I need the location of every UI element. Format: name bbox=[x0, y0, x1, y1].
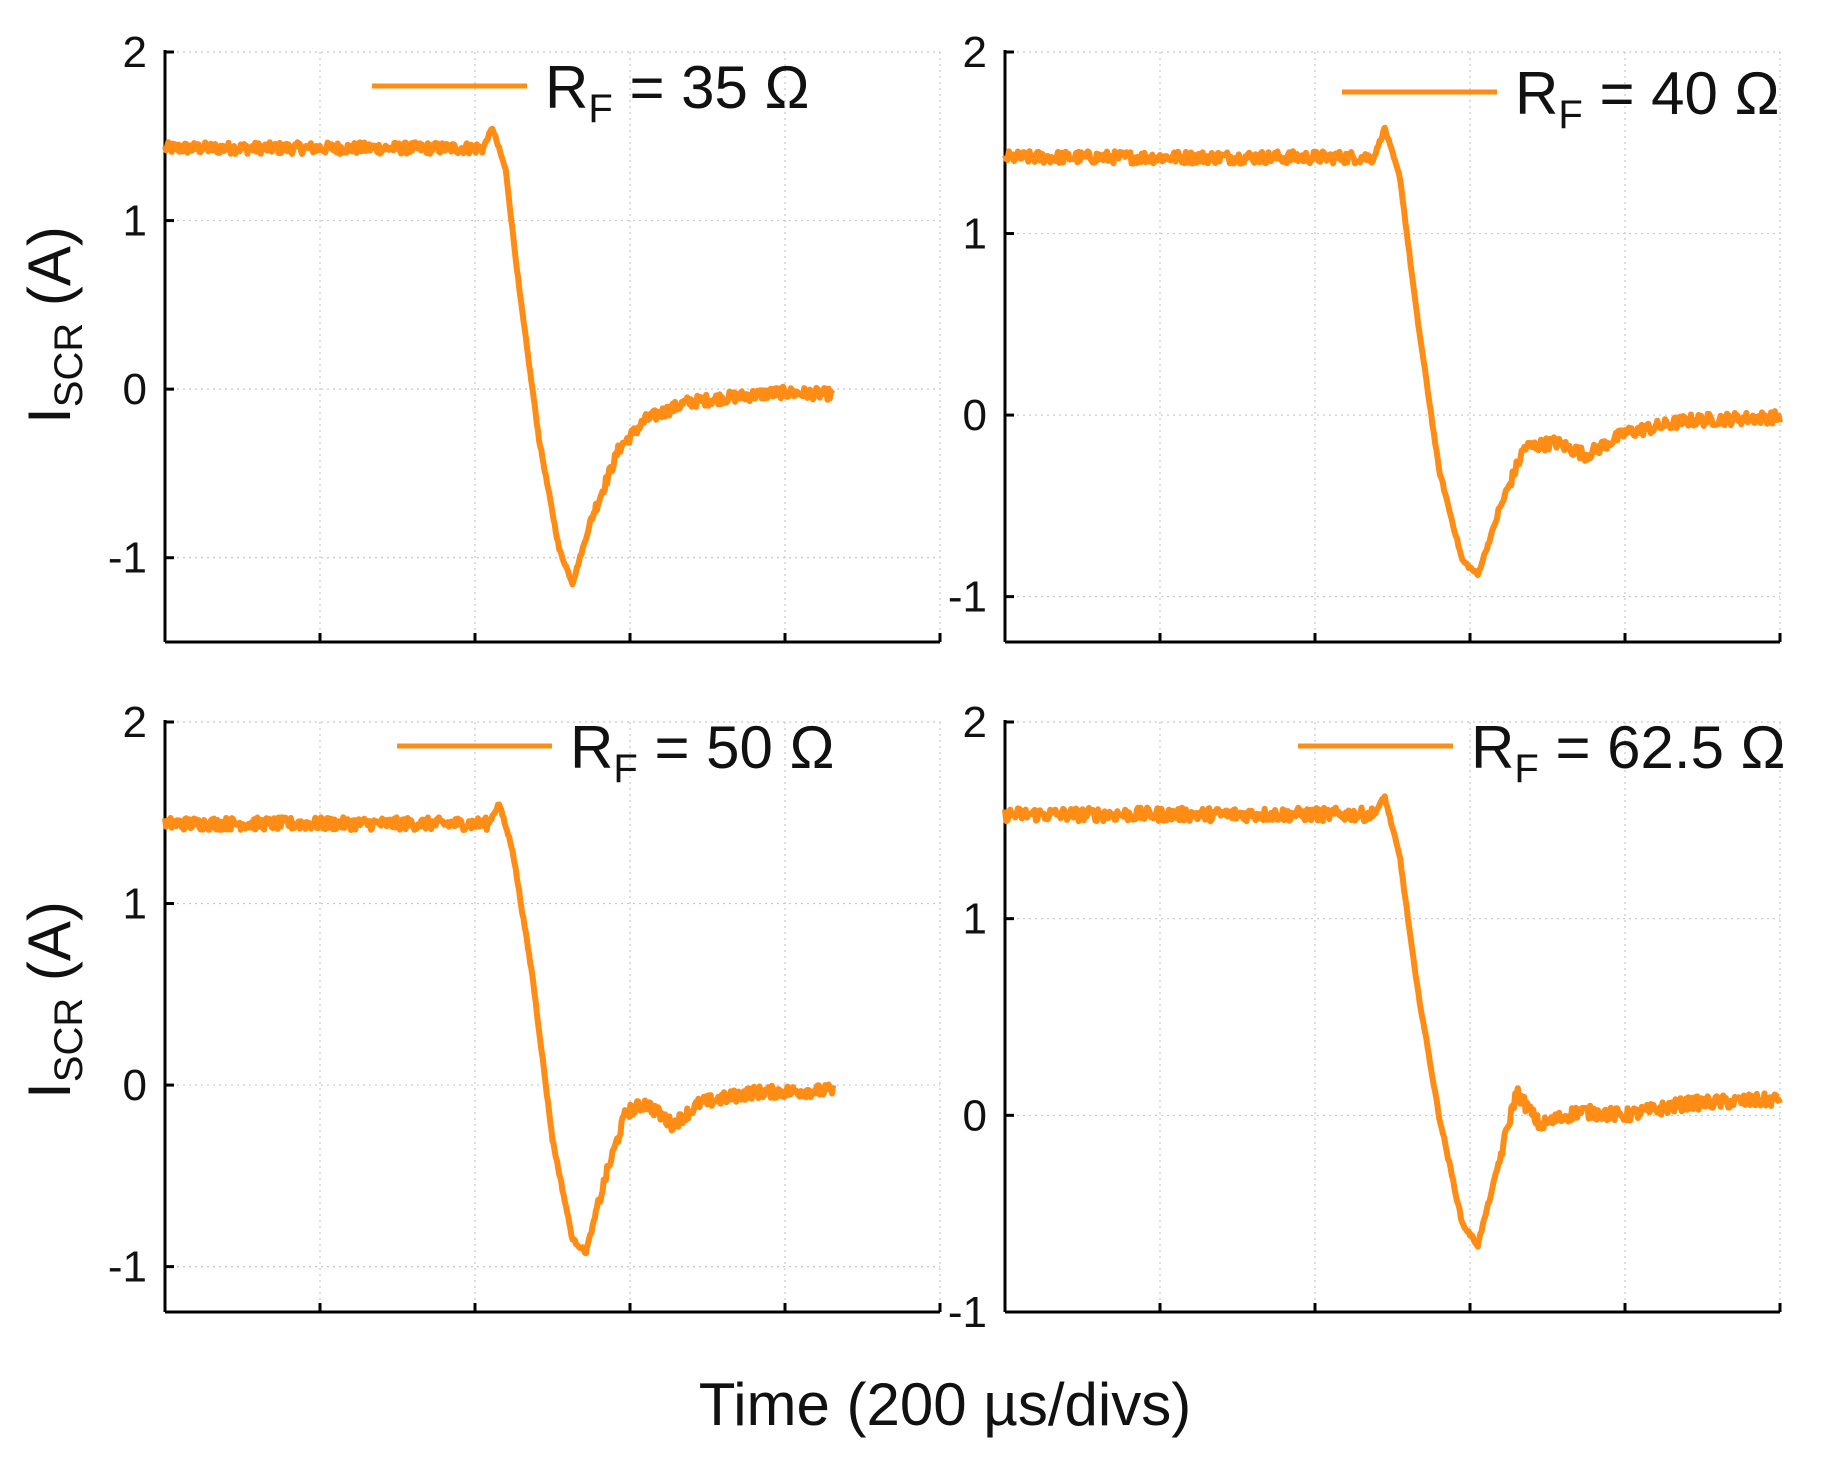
y-tick-label: 2 bbox=[963, 28, 987, 77]
y-tick-label: 0 bbox=[963, 391, 987, 440]
panel-2: -1 0 1 2 RF = 40 Ω bbox=[948, 28, 1783, 644]
legend: RF = 40 Ω bbox=[1342, 60, 1779, 137]
panel-3: -1 0 1 2 RF = 50 Ω bbox=[108, 698, 942, 1314]
legend-label: RF = 62.5 Ω bbox=[1471, 714, 1785, 791]
y-tick-label: 0 bbox=[963, 1091, 987, 1140]
y-tick-label: 1 bbox=[123, 197, 147, 246]
y-tick-label: 1 bbox=[963, 210, 987, 259]
trace-line bbox=[162, 125, 836, 588]
trace-line bbox=[1002, 124, 1783, 579]
panel-1: -1 0 1 2 RF = 35 Ω bbox=[108, 28, 942, 644]
y-tick-label: -1 bbox=[948, 573, 987, 622]
y-axis-label-bottom: ISCR (A) bbox=[16, 901, 91, 1099]
y-tick-label: 2 bbox=[123, 28, 147, 77]
y-tick-label: -1 bbox=[108, 534, 147, 583]
y-axis-label-top: ISCR (A) bbox=[16, 226, 91, 424]
panel-4: -1 0 1 2 RF = 62.5 Ω bbox=[948, 698, 1786, 1337]
legend: RF = 35 Ω bbox=[372, 54, 809, 131]
y-tick-label: 0 bbox=[123, 1061, 147, 1110]
y-tick-label: 0 bbox=[123, 365, 147, 414]
y-tick-label: -1 bbox=[108, 1243, 147, 1292]
y-tick-label: 1 bbox=[123, 880, 147, 929]
x-axis-label: Time (200 µs/divs) bbox=[699, 1371, 1191, 1438]
y-tick-label: 2 bbox=[123, 698, 147, 747]
legend: RF = 62.5 Ω bbox=[1298, 714, 1785, 791]
y-tick-label: 2 bbox=[963, 698, 987, 747]
trace-line bbox=[162, 801, 837, 1257]
legend-label: RF = 35 Ω bbox=[545, 54, 809, 131]
trace-line bbox=[1002, 793, 1783, 1250]
legend-label: RF = 50 Ω bbox=[570, 714, 834, 791]
legend-label: RF = 40 Ω bbox=[1515, 60, 1779, 137]
legend: RF = 50 Ω bbox=[397, 714, 834, 791]
y-tick-label: -1 bbox=[948, 1288, 987, 1337]
y-tick-label: 1 bbox=[963, 895, 987, 944]
